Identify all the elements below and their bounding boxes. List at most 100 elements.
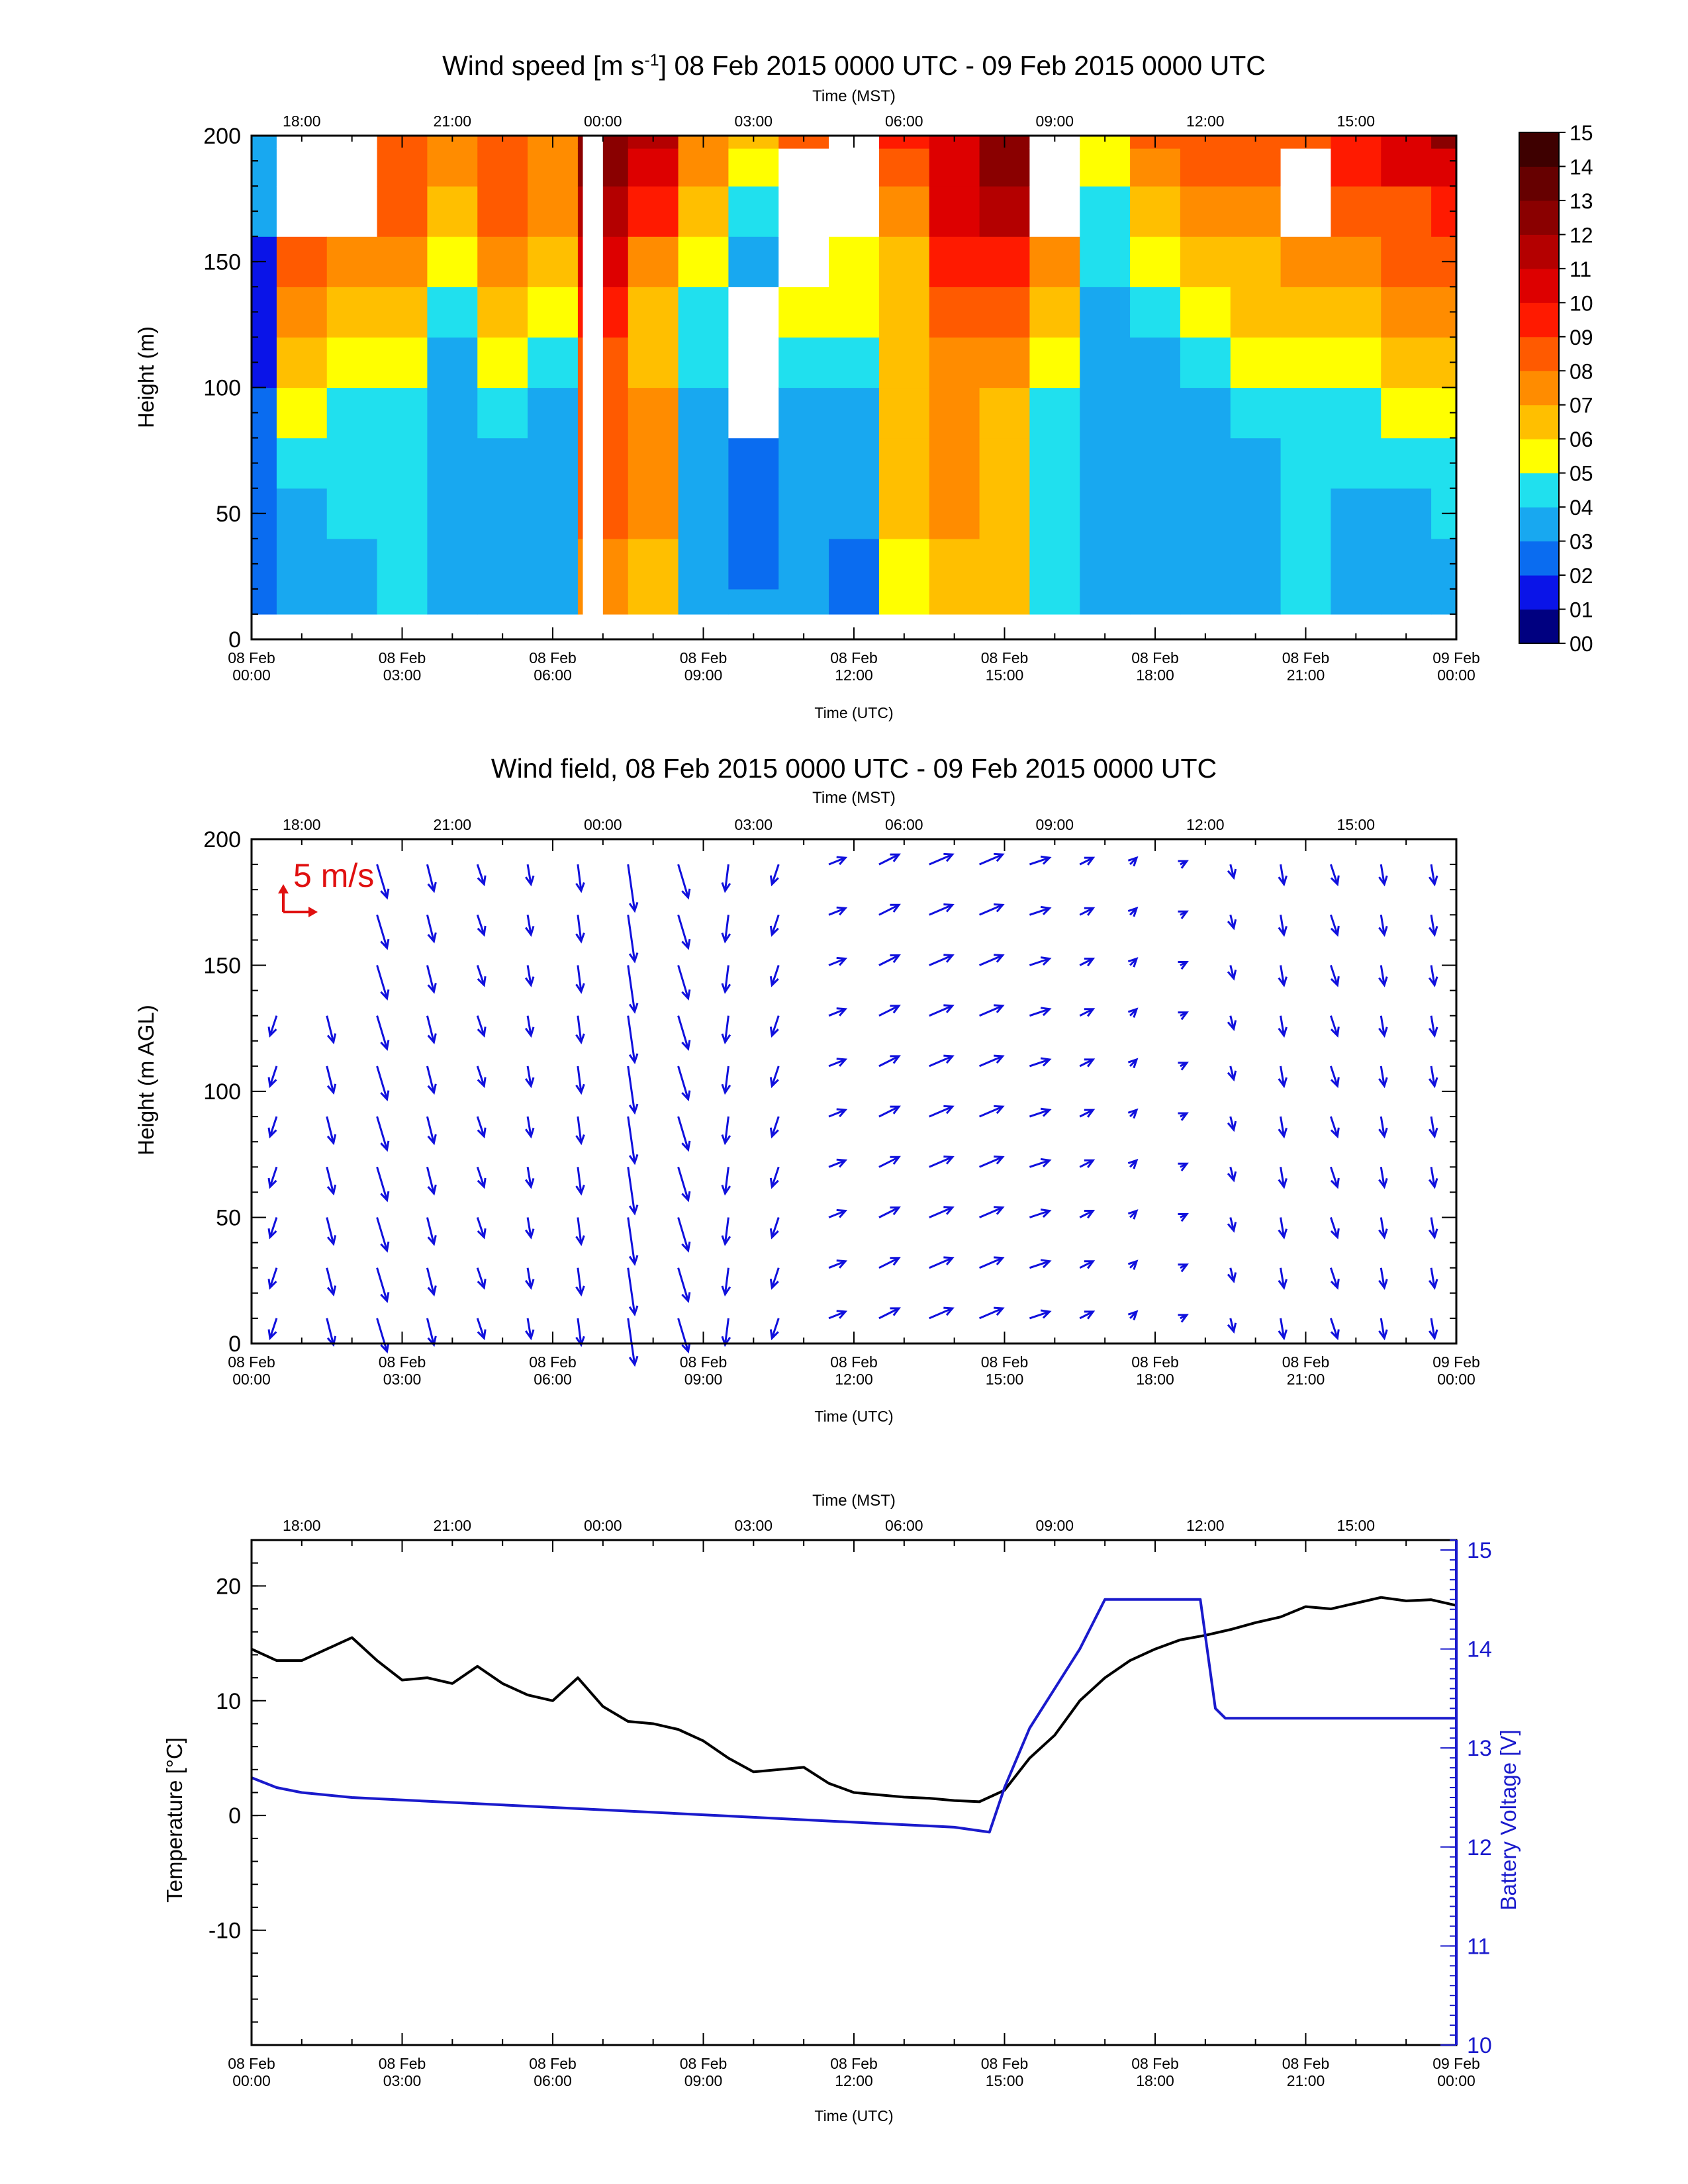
x-tick-label-date: 09 Feb — [1432, 2055, 1480, 2072]
wind-vector-head — [943, 903, 955, 913]
heatmap-cell — [1130, 337, 1181, 388]
heatmap-cell — [929, 387, 980, 439]
x-tick-label-date: 08 Feb — [680, 2055, 727, 2072]
heatmap-cell — [829, 337, 880, 388]
wind-vector-head — [427, 1336, 437, 1347]
wind-vector-head — [1127, 1108, 1139, 1119]
wind-vector-head — [427, 882, 437, 893]
wind-vector-head — [1428, 1026, 1438, 1038]
x-tick-label-time: 00:00 — [232, 1371, 271, 1388]
wind-vector — [1430, 965, 1436, 985]
heatmap-cell — [326, 236, 378, 287]
wind-vector-head — [1330, 1026, 1340, 1038]
wind-vector — [627, 1318, 636, 1365]
wind-vector-head — [1330, 1228, 1340, 1240]
heatmap-cell — [1029, 437, 1080, 489]
wind-vector — [978, 1156, 1004, 1168]
wind-vector-head — [994, 954, 1005, 963]
heatmap-cell — [427, 538, 478, 590]
wind-vector-head — [1278, 1077, 1288, 1089]
wind-vector-head — [721, 882, 731, 893]
heatmap-cell — [377, 186, 428, 237]
x-tick-label-mst: 03:00 — [735, 816, 773, 833]
wind-vector-head — [524, 1279, 535, 1291]
wind-vector-head — [427, 1033, 437, 1044]
heatmap-cell — [276, 136, 328, 149]
x-tick-label-time: 15:00 — [986, 1371, 1024, 1388]
wind-vector-head — [721, 983, 731, 994]
heatmap-cell — [1180, 488, 1231, 539]
wind-vector-head — [1278, 1178, 1288, 1189]
heatmap-cell — [778, 186, 829, 237]
wind-vector-head — [890, 1257, 901, 1266]
heatmap-cell — [728, 437, 779, 489]
heatmap-cell — [1331, 337, 1382, 388]
wind-vector — [1280, 1167, 1286, 1187]
y-tick-label: 0 — [228, 627, 241, 653]
wind-vector — [978, 1257, 1004, 1269]
heatmap-cell — [477, 186, 528, 237]
x-tick-label-time: 21:00 — [1287, 2072, 1325, 2089]
wind-vector-head — [1378, 1178, 1388, 1189]
heatmap-cell — [829, 437, 880, 489]
x-tick-label-date: 08 Feb — [1282, 649, 1330, 666]
wind-vector — [376, 965, 389, 999]
wind-vector-head — [427, 1285, 437, 1297]
wind-vector-head — [1178, 1062, 1189, 1071]
wind-vector — [978, 903, 1004, 916]
wind-vector — [326, 1116, 335, 1144]
heatmap-cell — [377, 538, 428, 590]
heatmap-cell — [477, 148, 528, 187]
x-tick-label-date: 08 Feb — [228, 1353, 275, 1371]
wind-vector-head — [267, 1127, 277, 1139]
heatmap-cell — [276, 236, 328, 287]
heatmap-cell — [377, 236, 428, 287]
y-tick-label: 100 — [203, 1079, 241, 1105]
heatmap-cell — [678, 186, 729, 237]
wind-vector-head — [1178, 1213, 1189, 1222]
wind-vector — [724, 965, 729, 992]
heatmap-cell — [477, 136, 528, 149]
heatmap-cell — [1280, 387, 1332, 439]
wind-vector — [978, 1206, 1004, 1218]
wind-vector — [1430, 1318, 1436, 1339]
wind-vector-head — [1428, 1329, 1438, 1341]
heatmap-cell — [929, 136, 980, 149]
wind-vector — [577, 915, 583, 942]
heatmap-cell — [252, 148, 277, 187]
wind-vector — [326, 1066, 335, 1093]
heatmap-cell — [1381, 236, 1432, 287]
wind-vector-head — [380, 1140, 390, 1152]
wind-vector — [828, 856, 846, 866]
wind-field-title: Wind field, 08 Feb 2015 0000 UTC - 09 Fe… — [491, 753, 1217, 784]
heatmap-cell — [929, 488, 980, 539]
wind-vector-head — [721, 1235, 731, 1246]
heatmap-cell — [778, 236, 829, 287]
heatmap-cell — [678, 387, 729, 439]
x-tick-label-time: 09:00 — [684, 2072, 723, 2089]
heatmap-cell — [728, 148, 779, 187]
heatmap-cell — [528, 488, 579, 539]
temperature-bottom-axis-label: Time (UTC) — [814, 2107, 893, 2124]
wind-vector — [1430, 1015, 1436, 1036]
heatmap-cell — [979, 287, 1031, 338]
wind-vector — [526, 1015, 532, 1036]
heatmap-cell — [628, 287, 679, 338]
wind-vector-head — [1178, 860, 1189, 869]
wind-vector-head — [427, 1184, 437, 1196]
wind-vector-head — [1227, 868, 1237, 880]
colorbar-label: 04 — [1570, 496, 1593, 520]
wind-vector-head — [477, 1077, 487, 1089]
heatmap-cell — [528, 148, 579, 187]
heatmap-cell — [477, 437, 528, 489]
heatmap-cell — [929, 287, 980, 338]
wind-vector-head — [890, 1055, 901, 1064]
wind-vector-head — [628, 1154, 639, 1165]
wind-vector — [1280, 1217, 1286, 1238]
y-tick-label: 200 — [203, 827, 241, 852]
heatmap-cell — [528, 437, 579, 489]
wind-vector — [878, 1156, 900, 1168]
wind-vector — [978, 1005, 1004, 1017]
wind-vector — [677, 1066, 690, 1100]
heatmap-cell — [427, 236, 478, 287]
